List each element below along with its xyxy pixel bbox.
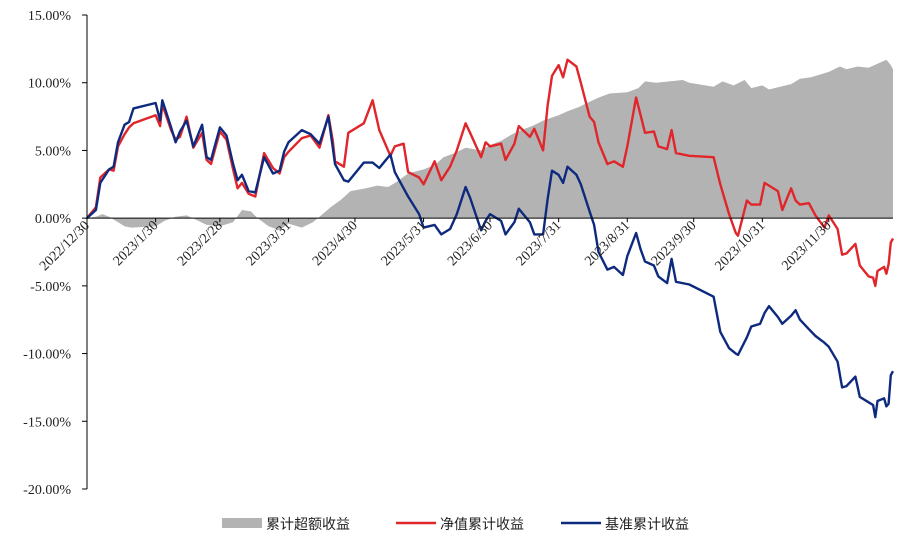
legend: 累计超额收益 净值累计收益 基准累计收益: [222, 516, 689, 533]
x-tick-label: 2023/4/30: [310, 218, 361, 269]
y-tick-label: -20.00%: [23, 483, 71, 498]
y-tick-label: -5.00%: [30, 280, 71, 295]
y-tick-label: -15.00%: [23, 415, 71, 430]
x-tick-label: 2023/7/31: [514, 218, 565, 269]
axes-group: 15.00% 10.00% 5.00% 0.00% -5.00% -10.00% -15.0…: [23, 9, 893, 498]
y-tick-label: 0.00%: [35, 212, 72, 227]
x-tick-label: 2023/2/28: [175, 218, 226, 269]
legend-label: 累计超额收益: [266, 517, 350, 533]
x-tick-label: 2023/9/30: [649, 218, 700, 269]
series-line-2: [86, 99, 895, 419]
y-tick-label: -10.00%: [23, 348, 71, 363]
y-tick-label: 10.00%: [28, 77, 72, 92]
x-tick-label: 2023/11/30: [779, 218, 834, 273]
x-tick-label: 2023/5/31: [379, 218, 430, 269]
y-tick-label: 15.00%: [28, 9, 72, 24]
legend-label: 净值累计收益: [440, 517, 524, 533]
return-lines-group: [86, 58, 895, 419]
y-tick-label: 5.00%: [35, 144, 72, 159]
legend-label: 基准累计收益: [605, 516, 689, 533]
legend-swatch-area: [222, 518, 262, 528]
